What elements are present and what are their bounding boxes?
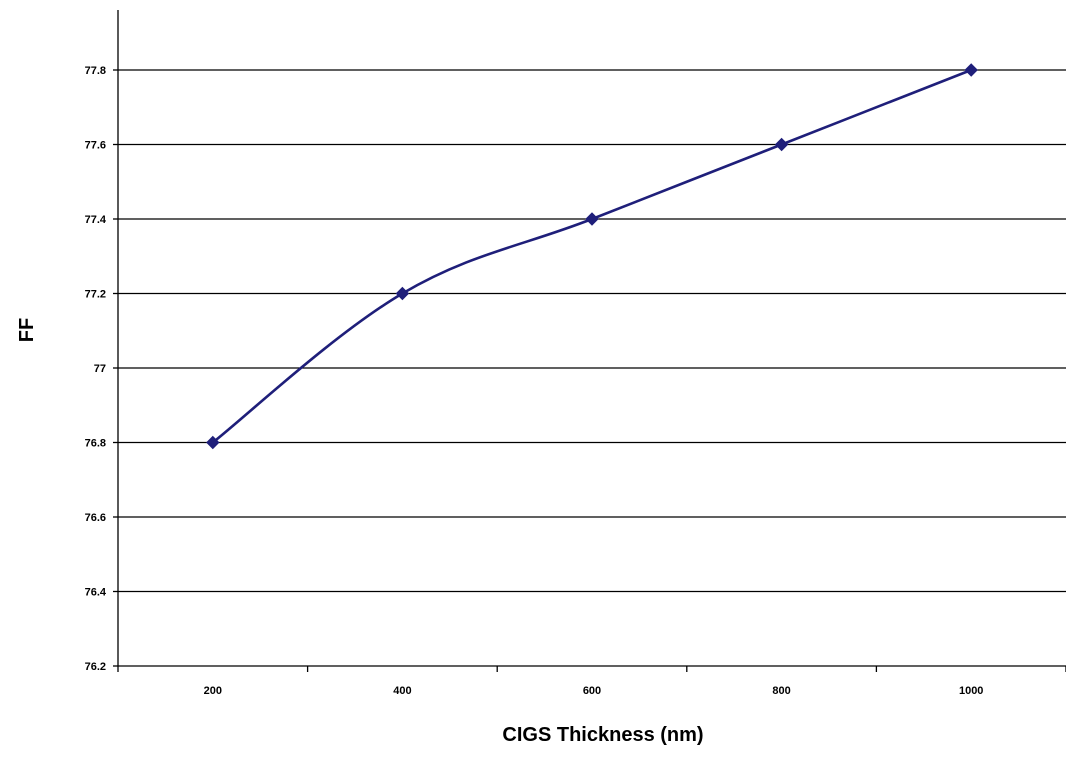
x-tick-label: 1000 — [959, 685, 983, 697]
y-tick-label: 77.4 — [85, 214, 107, 226]
x-axis-title: CIGS Thickness (nm) — [502, 724, 703, 746]
y-tick-label: 77 — [94, 363, 106, 375]
tick-labels: 76.2 76.4 76.6 76.8 77 77.2 77.4 77.6 77.8 200 400… — [85, 65, 984, 697]
y-tick-label: 76.6 — [85, 512, 106, 524]
data-point-marker — [774, 137, 789, 152]
y-tick-label: 77.6 — [85, 140, 106, 152]
x-tick-label: 200 — [204, 685, 222, 697]
y-tick-label: 77.8 — [85, 65, 106, 77]
y-tick-label: 76.8 — [85, 438, 106, 450]
x-tick-label: 600 — [583, 685, 601, 697]
y-axis-title: FF — [16, 318, 38, 342]
axes — [113, 10, 1066, 672]
gridlines — [118, 69, 1066, 593]
data-point-marker — [964, 63, 978, 77]
y-tick-label: 76.4 — [85, 587, 107, 599]
x-tick-label: 400 — [393, 685, 411, 697]
data-point-marker — [585, 212, 599, 226]
y-tick-label: 77.2 — [85, 289, 106, 301]
series-layer — [206, 63, 978, 450]
x-tick-label: 800 — [772, 685, 790, 697]
data-point-marker — [206, 435, 220, 450]
y-tick-label: 76.2 — [85, 661, 106, 673]
series-line — [211, 68, 972, 444]
data-point-marker — [395, 286, 410, 301]
